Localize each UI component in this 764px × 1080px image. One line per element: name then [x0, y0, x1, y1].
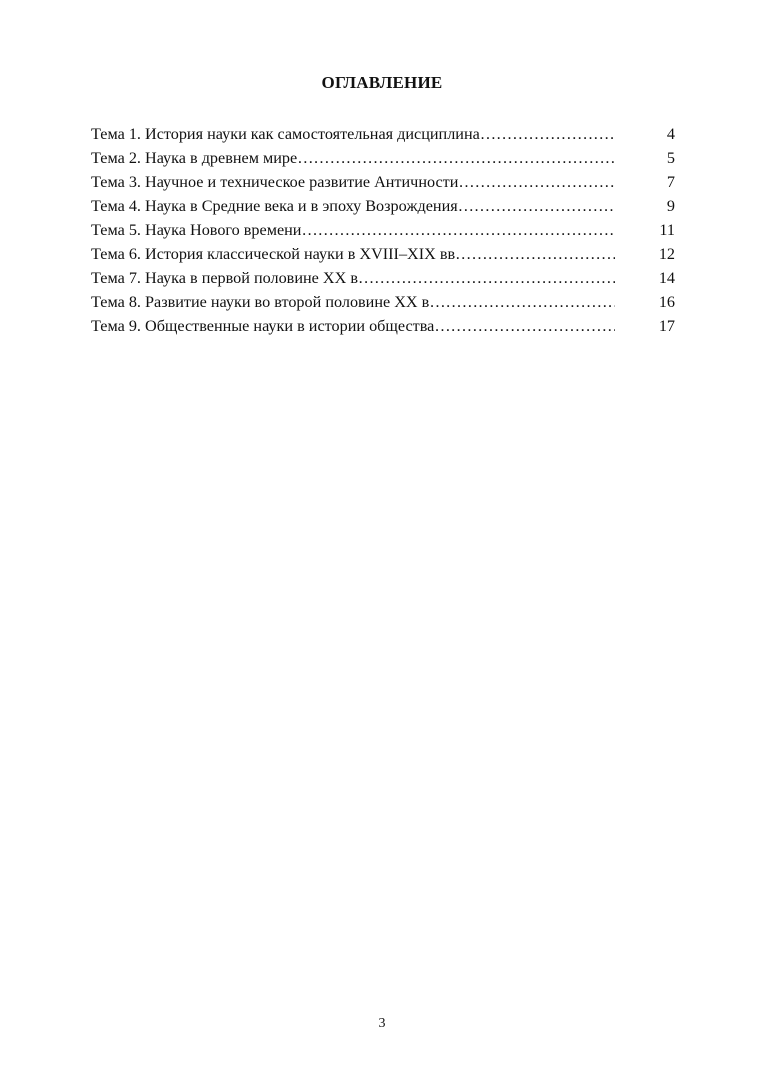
toc-entry-page: 17 — [658, 317, 675, 335]
dot-leader — [458, 194, 615, 218]
toc-entry-title: Тема 6. История классической науки в XVI… — [91, 245, 456, 263]
toc-entry-page: 14 — [658, 269, 675, 287]
toc-entry-page: 5 — [666, 149, 675, 167]
toc-entry-title: Тема 4. Наука в Средние века и в эпоху В… — [91, 197, 458, 215]
toc-entry-title: Тема 8. Развитие науки во второй половин… — [91, 293, 430, 311]
toc-entry-page: 16 — [658, 293, 675, 311]
toc-entry-title: Тема 7. Наука в первой половине XX в — [91, 269, 358, 287]
dot-leader — [429, 290, 615, 314]
toc-entry[interactable]: Тема 2. Наука в древнем мире 5 — [91, 146, 675, 170]
toc-entry[interactable]: Тема 9. Общественные науки в истории общ… — [91, 314, 675, 338]
toc-entry-title: Тема 3. Научное и техническое развитие А… — [91, 173, 459, 191]
dot-leader — [455, 242, 615, 266]
toc-entry-page: 4 — [666, 125, 675, 143]
dot-leader — [297, 146, 615, 170]
toc-entry-title: Тема 2. Наука в древнем мире — [91, 149, 298, 167]
toc-entry[interactable]: Тема 8. Развитие науки во второй половин… — [91, 290, 675, 314]
table-of-contents: Тема 1. История науки как самостоятельна… — [91, 122, 675, 338]
toc-entry-page: 9 — [666, 197, 675, 215]
toc-entry-page: 12 — [658, 245, 675, 263]
toc-entry-page: 11 — [659, 221, 675, 239]
toc-entry[interactable]: Тема 3. Научное и техническое развитие А… — [91, 170, 675, 194]
dot-leader — [358, 266, 615, 290]
toc-entry[interactable]: Тема 6. История классической науки в XVI… — [91, 242, 675, 266]
toc-entry[interactable]: Тема 4. Наука в Средние века и в эпоху В… — [91, 194, 675, 218]
toc-entry[interactable]: Тема 1. История науки как самостоятельна… — [91, 122, 675, 146]
dot-leader — [434, 314, 615, 338]
toc-entry[interactable]: Тема 7. Наука в первой половине XX в 14 — [91, 266, 675, 290]
toc-entry-title: Тема 9. Общественные науки в истории общ… — [91, 317, 435, 335]
toc-entry-page: 7 — [666, 173, 675, 191]
dot-leader — [458, 170, 615, 194]
page-title: ОГЛАВЛЕНИЕ — [321, 73, 443, 92]
toc-entry[interactable]: Тема 5. Наука Нового времени 11 — [91, 218, 675, 242]
toc-entry-title: Тема 5. Наука Нового времени — [91, 221, 302, 239]
page-number: 3 — [378, 1016, 386, 1031]
dot-leader — [480, 122, 615, 146]
dot-leader — [301, 218, 615, 242]
toc-entry-title: Тема 1. История науки как самостоятельна… — [91, 125, 480, 143]
